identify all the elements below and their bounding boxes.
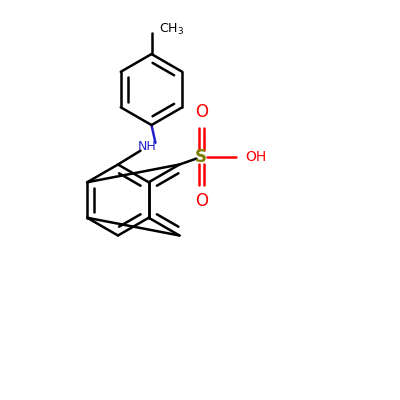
Text: S: S (195, 148, 207, 166)
Text: O: O (195, 192, 208, 210)
Text: CH$_3$: CH$_3$ (159, 22, 184, 37)
Text: O: O (195, 104, 208, 122)
Text: NH: NH (138, 140, 157, 153)
Text: OH: OH (245, 150, 266, 164)
